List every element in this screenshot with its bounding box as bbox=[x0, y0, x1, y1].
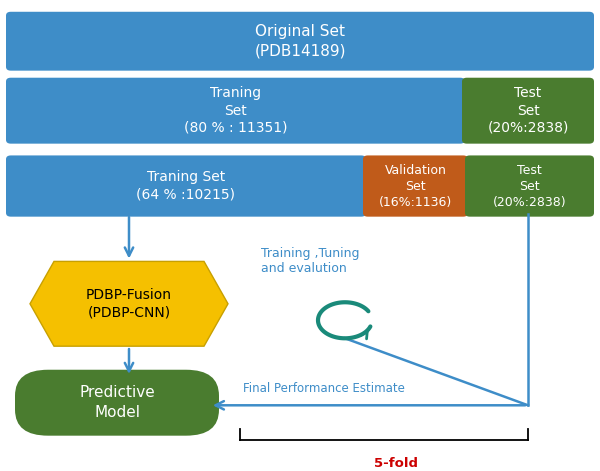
Polygon shape bbox=[30, 261, 228, 346]
Text: Final Performance Estimate: Final Performance Estimate bbox=[243, 382, 405, 395]
FancyBboxPatch shape bbox=[6, 155, 366, 217]
Text: Test
Set
(20%:2838): Test Set (20%:2838) bbox=[487, 86, 569, 135]
FancyBboxPatch shape bbox=[363, 155, 468, 217]
Text: Validation
Set
(16%:1136): Validation Set (16%:1136) bbox=[379, 163, 452, 209]
FancyBboxPatch shape bbox=[465, 155, 594, 217]
Text: Test
Set
(20%:2838): Test Set (20%:2838) bbox=[493, 163, 566, 209]
FancyBboxPatch shape bbox=[6, 12, 594, 71]
Text: 5-fold
Cross-Validation: 5-fold Cross-Validation bbox=[335, 457, 457, 471]
Text: Traning
Set
(80 % : 11351): Traning Set (80 % : 11351) bbox=[184, 86, 287, 135]
Text: Traning Set
(64 % :10215): Traning Set (64 % :10215) bbox=[137, 171, 235, 202]
FancyBboxPatch shape bbox=[462, 78, 594, 144]
Text: Original Set
(PDB14189): Original Set (PDB14189) bbox=[254, 24, 346, 58]
Text: Predictive
Model: Predictive Model bbox=[79, 385, 155, 420]
Text: Training ,Tuning
and evalution: Training ,Tuning and evalution bbox=[261, 247, 359, 276]
FancyBboxPatch shape bbox=[6, 78, 465, 144]
FancyBboxPatch shape bbox=[15, 370, 219, 436]
Text: PDBP-Fusion
(PDBP-CNN): PDBP-Fusion (PDBP-CNN) bbox=[86, 288, 172, 320]
